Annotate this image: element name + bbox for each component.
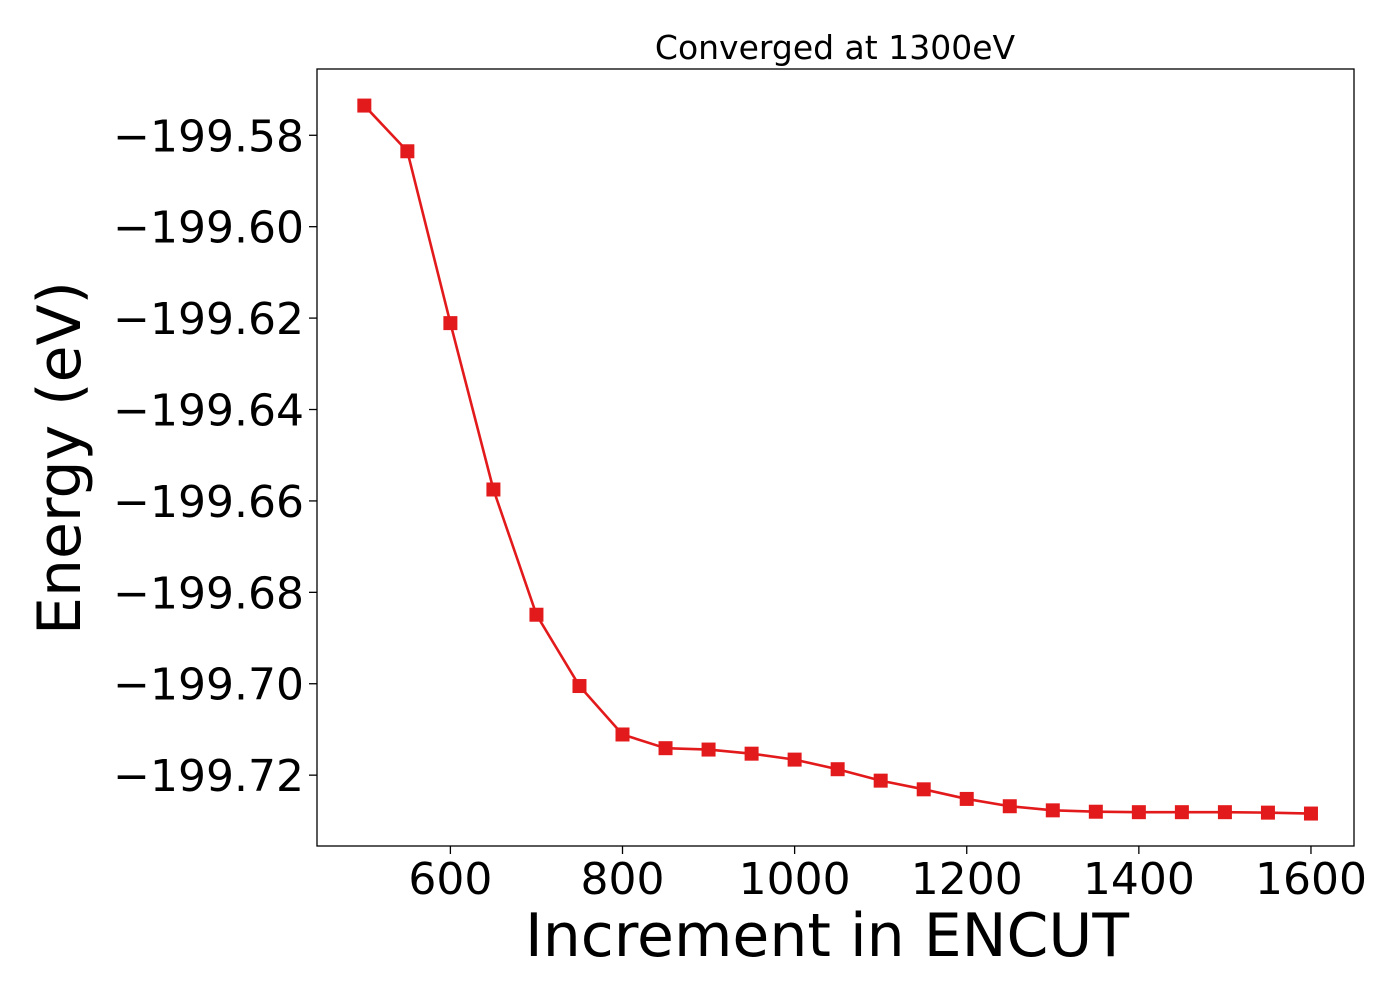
data-point bbox=[1131, 805, 1146, 820]
y-tick-label: −199.64 bbox=[113, 386, 304, 437]
y-tick-label: −199.58 bbox=[113, 111, 304, 162]
data-point bbox=[615, 727, 630, 742]
y-tick-label: −199.66 bbox=[113, 477, 304, 528]
y-axis-label: Energy (eV) bbox=[25, 281, 95, 635]
series-layer bbox=[357, 98, 1318, 821]
x-axis-label: Increment in ENCUT bbox=[525, 901, 1129, 971]
data-point bbox=[1002, 799, 1017, 814]
data-point bbox=[357, 98, 372, 113]
data-point bbox=[1303, 806, 1318, 821]
y-tick-label: −199.62 bbox=[113, 294, 304, 345]
data-point bbox=[572, 679, 587, 694]
data-point bbox=[486, 482, 501, 497]
y-tick-label: −199.72 bbox=[113, 751, 304, 802]
y-tick-label: −199.68 bbox=[113, 568, 304, 619]
data-point bbox=[1045, 803, 1060, 818]
x-tick-label: 600 bbox=[408, 854, 492, 905]
data-point bbox=[1088, 804, 1103, 819]
x-tick-label: 1200 bbox=[911, 854, 1023, 905]
data-point bbox=[443, 316, 458, 331]
chart-title: Converged at 1300eV bbox=[655, 28, 1016, 67]
x-tick-label: 1000 bbox=[739, 854, 851, 905]
data-point bbox=[1260, 805, 1275, 820]
x-axis: 600 800 1000 1200 1400 1600 bbox=[408, 846, 1367, 905]
x-tick-label: 800 bbox=[581, 854, 665, 905]
data-point bbox=[658, 741, 673, 756]
data-point bbox=[916, 782, 931, 797]
data-point bbox=[1174, 805, 1189, 820]
y-tick-label: −199.70 bbox=[113, 660, 304, 711]
data-point bbox=[400, 144, 415, 159]
y-tick-label: −199.60 bbox=[113, 203, 304, 254]
x-tick-label: 1600 bbox=[1255, 854, 1367, 905]
data-point bbox=[1217, 805, 1232, 820]
data-point bbox=[529, 607, 544, 622]
y-axis: −199.58 −199.60 −199.62 −199.64 −199.66 −199.… bbox=[113, 111, 317, 802]
x-tick-label: 1400 bbox=[1083, 854, 1195, 905]
data-point bbox=[787, 752, 802, 767]
plot-frame bbox=[316, 68, 1355, 847]
data-point bbox=[873, 773, 888, 788]
data-point bbox=[744, 746, 759, 761]
data-point bbox=[830, 762, 845, 777]
data-point bbox=[959, 791, 974, 806]
data-point bbox=[701, 742, 716, 757]
series-line bbox=[363, 104, 1311, 815]
